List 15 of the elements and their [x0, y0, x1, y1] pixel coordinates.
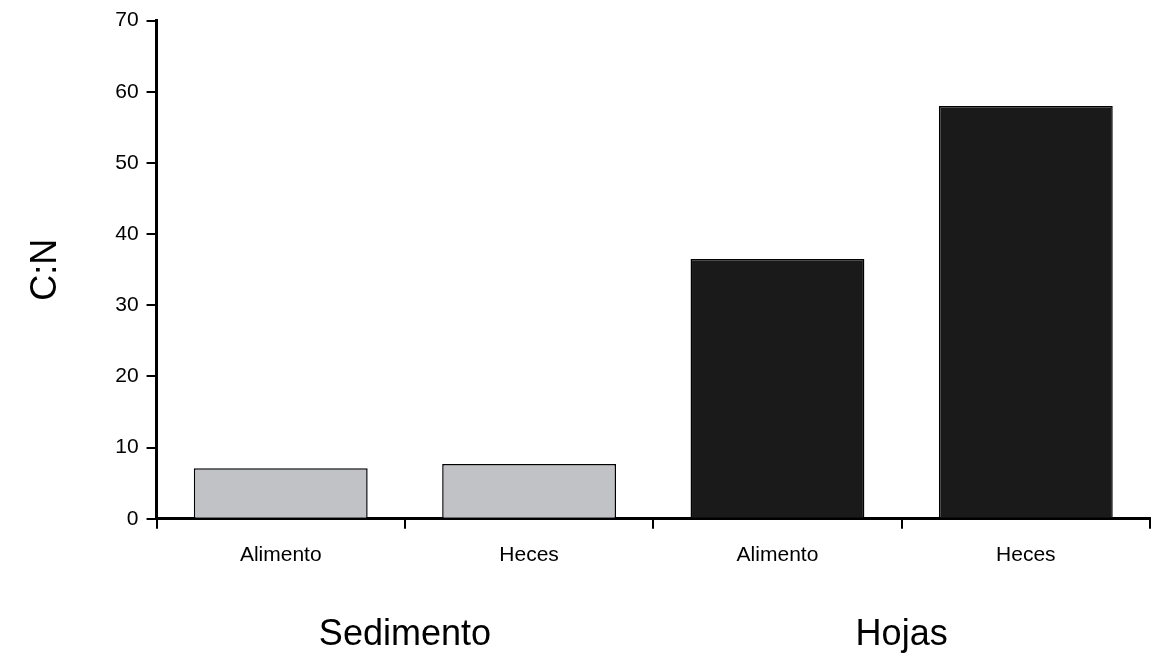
x-tick-label: Heces: [499, 542, 559, 566]
y-tick-label: 10: [115, 434, 139, 458]
y-axis-title: C:N: [22, 238, 64, 301]
x-tick-label: Heces: [996, 542, 1056, 566]
x-tick-label: Alimento: [239, 542, 322, 566]
text: Hojas: [855, 611, 948, 653]
y-tick-label: 50: [115, 149, 139, 173]
text: Sedimento: [318, 611, 491, 653]
y-tick-label: 70: [115, 7, 139, 31]
y-tick-label: 0: [126, 505, 139, 529]
y-tick-label: 30: [115, 292, 139, 316]
y-tick-label: 20: [115, 363, 139, 387]
y-tick-label: 40: [115, 220, 139, 244]
y-tick-label: 60: [115, 78, 139, 102]
x-tick-label: Alimento: [736, 542, 819, 566]
